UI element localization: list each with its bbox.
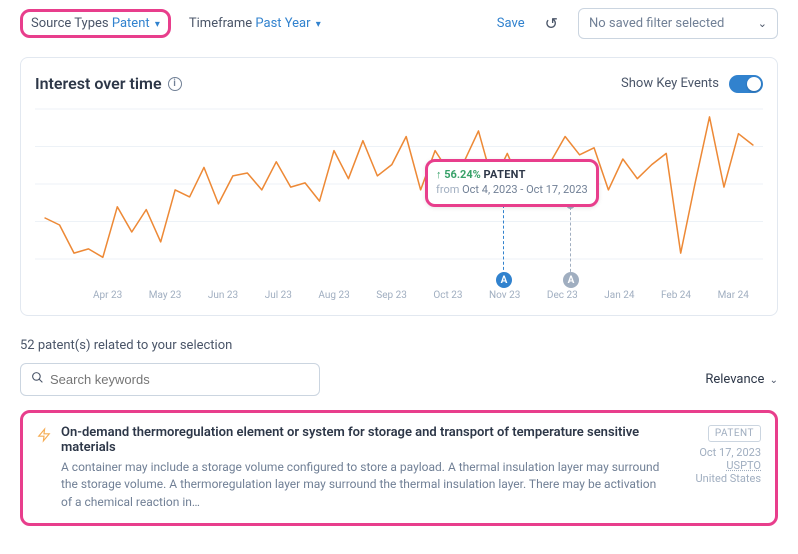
x-axis-label: Jun 23 (208, 290, 238, 301)
chart-title: Interest over time (35, 74, 162, 93)
tooltip-pct: 56.24% (444, 168, 481, 181)
result-title: On-demand thermoregulation element or sy… (61, 425, 661, 455)
tooltip-range: Oct 4, 2023 - Oct 17, 2023 (462, 183, 588, 196)
source-types-value: Patent (112, 16, 150, 31)
x-axis-label: Jan 24 (604, 290, 634, 301)
result-country: United States (671, 472, 761, 485)
results-count: 52 patent(s) related to your selection (20, 338, 778, 353)
sort-dropdown[interactable]: Relevance ⌄ (705, 372, 778, 387)
chevron-down-icon: ⌄ (770, 375, 778, 386)
search-icon (31, 371, 44, 388)
x-axis: Apr 23 May 23 Jun 23 Jul 23 Aug 23 Sep 23 Oct … (35, 290, 763, 301)
x-axis-label: Mar 24 (718, 290, 749, 301)
result-date: Oct 17, 2023 (671, 446, 761, 459)
x-axis-label: Nov 23 (489, 290, 520, 301)
result-card[interactable]: On-demand thermoregulation element or sy… (20, 410, 778, 526)
x-axis-label: May 23 (149, 290, 182, 301)
chevron-down-icon: ▾ (155, 19, 160, 30)
source-types-label: Source Types (31, 16, 109, 31)
search-input-wrap[interactable] (20, 363, 320, 396)
timeframe-label: Timeframe (189, 16, 252, 31)
result-description: A container may include a storage volume… (61, 459, 661, 511)
lightning-icon (37, 427, 51, 511)
event-marker[interactable]: A (496, 272, 512, 288)
x-axis-label: Oct 23 (433, 290, 462, 301)
chart-svg (35, 99, 763, 269)
x-axis-label: Dec 23 (547, 290, 578, 301)
tooltip-type: PATENT (484, 168, 526, 181)
chart-area: A A ↑ 56.24% PATENT from Oct 4, 2023 - O… (35, 99, 763, 309)
chevron-down-icon: ⌄ (758, 17, 767, 30)
x-axis-label: Sep 23 (376, 290, 407, 301)
chevron-down-icon: ▾ (316, 19, 321, 30)
interest-chart-card: Interest over time i Show Key Events A A… (20, 57, 778, 316)
result-meta: PATENT Oct 17, 2023 USPTO United States (671, 425, 761, 511)
event-line (570, 207, 571, 277)
info-icon[interactable]: i (168, 77, 182, 91)
key-events-toggle[interactable] (729, 75, 763, 93)
timeframe-value: Past Year (255, 16, 310, 31)
x-axis-label: Feb 24 (661, 290, 691, 301)
sort-label: Relevance (705, 372, 764, 387)
save-button[interactable]: Save (497, 16, 525, 31)
tooltip-from-label: from (436, 183, 459, 196)
badge-patent: PATENT (708, 425, 761, 442)
trend-up-icon: ↑ (436, 168, 442, 181)
key-events-label: Show Key Events (621, 76, 719, 91)
timeframe-filter[interactable]: Timeframe Past Year ▾ (187, 12, 323, 35)
x-axis-label: Jul 23 (265, 290, 292, 301)
event-marker[interactable]: A (563, 272, 579, 288)
source-types-filter[interactable]: Source Types Patent ▾ (20, 9, 171, 38)
saved-filter-placeholder: No saved filter selected (589, 16, 724, 31)
revert-icon[interactable]: ↺ (541, 14, 562, 33)
chart-tooltip: ↑ 56.24% PATENT from Oct 4, 2023 - Oct 1… (425, 159, 599, 207)
result-source[interactable]: USPTO (671, 459, 761, 472)
saved-filter-select[interactable]: No saved filter selected ⌄ (578, 8, 778, 39)
x-axis-label: Apr 23 (93, 290, 122, 301)
event-line (503, 205, 504, 275)
search-input[interactable] (50, 372, 309, 387)
x-axis-label: Aug 23 (318, 290, 349, 301)
